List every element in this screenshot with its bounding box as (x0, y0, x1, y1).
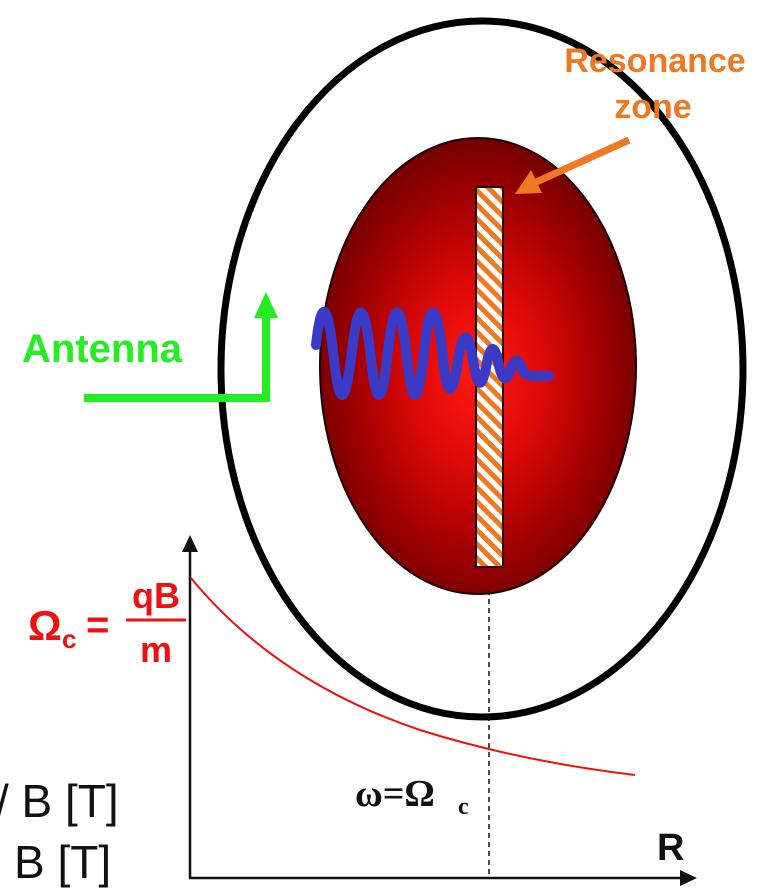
fraction-numerator: qB (132, 575, 180, 616)
antenna-label: Antenna (22, 327, 183, 371)
resonance-zone-label-line1: Resonance (564, 42, 745, 80)
omega-c-symbol: Ω (28, 602, 62, 649)
antenna-arrow (84, 310, 270, 402)
resonance-pointer-head (515, 170, 542, 194)
resonance-condition-subscript: c (458, 794, 469, 820)
antenna-wave (311, 306, 554, 400)
cyclotron-frequency-curve (190, 577, 636, 776)
resonance-pointer-line (532, 136, 631, 187)
vessel-outline (217, 17, 747, 721)
equals-sign: = (86, 603, 109, 647)
cut-text-line1: / B [T] (0, 775, 119, 827)
resonance-condition: ω=Ω (355, 773, 435, 815)
x-axis-label: R (657, 827, 684, 869)
omega-c-subscript: c (62, 624, 76, 654)
fraction-denominator: m (140, 629, 172, 670)
x-axis-arrowhead (680, 870, 697, 886)
resonance-zone-label-line2: zone (614, 88, 691, 126)
antenna-arrowhead (254, 292, 278, 318)
y-axis-arrowhead (182, 535, 198, 552)
cut-text-line2: B [T] (14, 836, 111, 888)
